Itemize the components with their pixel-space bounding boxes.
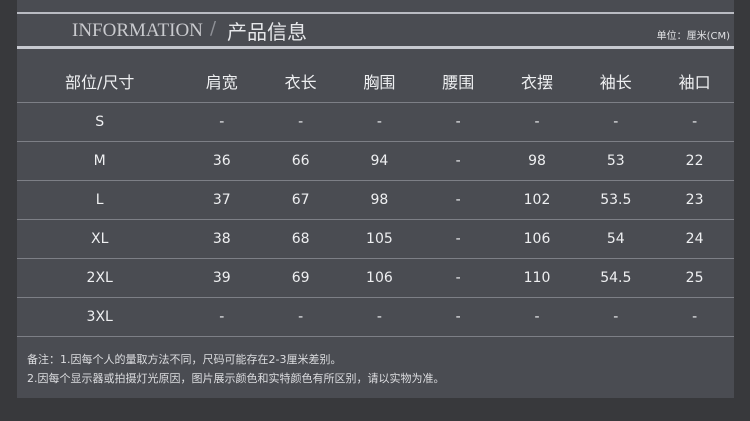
note-line: 备注：1.因每个人的量取方法不同，尺码可能存在2-3厘米差别。 xyxy=(27,353,342,366)
table-cell: 22 xyxy=(655,141,734,181)
table-cell: 102 xyxy=(497,180,577,220)
notes: 备注：1.因每个人的量取方法不同，尺码可能存在2-3厘米差别。 2.因每个显示器… xyxy=(27,350,445,388)
table-row: XL 38 68 105-106 54 24 xyxy=(17,219,734,259)
table-cell: 106 xyxy=(497,219,577,259)
table-cell: - xyxy=(340,102,419,142)
table-cell: 98 xyxy=(340,180,419,220)
title-chinese: 产品信息 xyxy=(227,20,307,44)
unit-label: 单位：厘米(CM) xyxy=(656,31,730,42)
table-cell: 106 xyxy=(340,258,419,298)
table-cell: 53.5 xyxy=(576,180,656,220)
table-row: 3XL - - - - - - - xyxy=(17,297,734,337)
table-row: M 36 66 94-98 53 22 xyxy=(17,141,734,181)
column-header: 腰围 xyxy=(442,73,475,92)
divider-header xyxy=(17,46,734,49)
table-row: S------- xyxy=(17,102,734,142)
table-row: 2XL 39 69 106-110 54.5 25 xyxy=(17,258,734,298)
table-cell: 110 xyxy=(497,258,577,298)
size-label: M xyxy=(17,141,183,181)
table-cell: 105 xyxy=(340,219,419,259)
size-label: 3XL xyxy=(17,297,183,337)
table-cell: 53 xyxy=(576,141,656,181)
table-cell: - xyxy=(655,297,734,337)
column-header: 胸围 xyxy=(363,73,396,92)
table-cell: 68 xyxy=(261,219,340,259)
table-cell: 54.5 xyxy=(576,258,656,298)
table-cell: 24 xyxy=(655,219,734,259)
table-header-row: 部位/尺寸 肩宽 衣长 胸围 腰围 衣摆 袖长 袖口 xyxy=(17,60,734,103)
divider-top xyxy=(17,12,734,14)
size-label: 2XL xyxy=(17,258,183,298)
table-row: L 37 67 98-102 53.5 23 xyxy=(17,180,734,220)
title-english: INFORMATION xyxy=(72,20,203,41)
table-cell: - xyxy=(261,102,340,142)
column-header: 部位/尺寸 xyxy=(65,73,135,92)
title-separator: / xyxy=(210,18,217,39)
column-header: 衣长 xyxy=(284,73,317,92)
table-cell: 25 xyxy=(655,258,734,298)
table-cell: - xyxy=(340,297,419,337)
table-cell: - xyxy=(418,141,498,181)
table-cell: - xyxy=(655,102,734,142)
size-info-panel: INFORMATION / 产品信息 单位：厘米(CM) 部位/尺寸 肩宽 衣长 胸围… xyxy=(17,0,734,398)
table-cell: 23 xyxy=(655,180,734,220)
table-cell: - xyxy=(182,297,262,337)
table-cell: 36 xyxy=(182,141,262,181)
table-cell: 54 xyxy=(576,219,656,259)
size-table: 部位/尺寸 肩宽 衣长 胸围 腰围 衣摆 袖长 袖口 S - - - - - - - M 36 66 94-98 53… xyxy=(17,60,734,337)
size-label: L xyxy=(17,180,183,220)
table-cell: - xyxy=(418,219,498,259)
table-cell: 94 xyxy=(340,141,419,181)
table-cell: 37 xyxy=(182,180,262,220)
table-cell: - xyxy=(497,297,577,337)
table-cell: 39 xyxy=(182,258,262,298)
size-label: S xyxy=(17,102,183,142)
table-cell: 98 xyxy=(497,141,577,181)
table-cell: 69 xyxy=(261,258,340,298)
table-cell: - xyxy=(261,297,340,337)
column-header: 袖口 xyxy=(678,73,711,92)
note-line: 2.因每个显示器或拍摄灯光原因，图片展示颜色和实特颜色有所区别，请以实物为准。 xyxy=(27,372,445,385)
column-header: 肩宽 xyxy=(205,73,238,92)
column-header: 袖长 xyxy=(599,73,632,92)
table-cell: 67 xyxy=(261,180,340,220)
table-cell: - xyxy=(497,102,577,142)
column-header: 衣摆 xyxy=(520,73,553,92)
table-cell: 66 xyxy=(261,141,340,181)
table-cell: - xyxy=(182,102,262,142)
size-label: XL xyxy=(17,219,183,259)
table-cell: - xyxy=(576,297,656,337)
table-cell: - xyxy=(418,297,498,337)
table-cell: - xyxy=(576,102,656,142)
table-cell: 38 xyxy=(182,219,262,259)
table-cell: - xyxy=(418,180,498,220)
table-cell: - xyxy=(418,258,498,298)
table-cell: - xyxy=(418,102,498,142)
